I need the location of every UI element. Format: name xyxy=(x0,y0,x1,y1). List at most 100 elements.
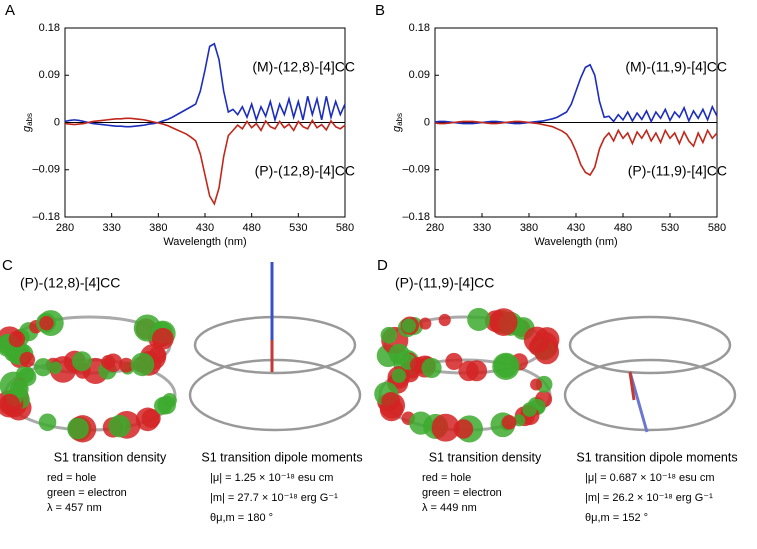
panel-label: C xyxy=(2,257,13,274)
y-tick-label: –0.18 xyxy=(32,211,60,223)
x-tick-label: 380 xyxy=(520,222,538,234)
ring-outline xyxy=(563,358,737,432)
orbital-lobe xyxy=(409,411,433,435)
density-title: S1 transition density xyxy=(54,450,167,464)
y-axis-label-main: g xyxy=(391,125,403,132)
orbital-lobe xyxy=(431,413,460,442)
x-tick-label: 280 xyxy=(56,222,74,234)
y-tick-label: 0.09 xyxy=(409,69,430,81)
orbital-lobe xyxy=(39,315,54,331)
orbital-lobe xyxy=(453,419,474,439)
orbital-lobe xyxy=(501,414,517,430)
x-tick-label: 530 xyxy=(289,222,307,234)
orbital-lobe xyxy=(489,308,518,336)
dipole-title: S1 transition dipole moments xyxy=(576,450,737,464)
density-line: red = hole xyxy=(47,472,96,484)
y-axis-label: gabs xyxy=(391,113,404,132)
x-tick-label: 330 xyxy=(102,222,120,234)
orbital-lobe xyxy=(467,307,491,332)
density-line: green = electron xyxy=(47,487,127,499)
dipole-line: |μ| = 0.687 × 10⁻¹⁸ esu cm xyxy=(585,472,715,484)
orbital-lobe xyxy=(49,361,62,374)
x-tick-label: 480 xyxy=(614,222,632,234)
y-tick-label: 0.18 xyxy=(409,22,430,34)
x-tick-label: 530 xyxy=(661,222,679,234)
orbital-lobe xyxy=(19,351,36,368)
y-tick-label: –0.09 xyxy=(32,164,60,176)
density-line: λ = 457 nm xyxy=(47,502,102,514)
ring-outline xyxy=(568,315,732,375)
y-axis-label-main: g xyxy=(21,125,33,132)
panel-label: D xyxy=(377,257,388,274)
orbital-lobe xyxy=(522,402,537,417)
y-axis-label-sub: abs xyxy=(395,113,404,126)
x-tick-label: 330 xyxy=(473,222,491,234)
orbital-lobe xyxy=(466,360,488,382)
orbital-lobe xyxy=(8,330,26,348)
orbital-lobe xyxy=(492,352,520,380)
density-line: red = hole xyxy=(422,472,471,484)
y-tick-label: –0.18 xyxy=(402,211,430,223)
density-title: S1 transition density xyxy=(429,450,542,464)
y-tick-label: 0 xyxy=(424,116,430,128)
legend-label: (P)-(12,8)-[4]CC xyxy=(255,163,355,179)
y-tick-label: 0.09 xyxy=(39,69,60,81)
orbital-lobe xyxy=(445,352,463,370)
x-tick-label: 430 xyxy=(567,222,585,234)
dipole-line: |μ| = 1.25 × 10⁻¹⁸ esu cm xyxy=(210,472,333,484)
series-line xyxy=(64,117,346,206)
x-axis-label: Wavelength (nm) xyxy=(534,236,617,248)
orbital-lobe xyxy=(151,327,174,350)
x-axis-label: Wavelength (nm) xyxy=(163,236,246,248)
series-line xyxy=(434,120,718,177)
orbital-lobe xyxy=(38,413,57,432)
legend-label: (M)-(12,8)-[4]CC xyxy=(252,59,355,75)
orbital-lobe xyxy=(0,371,28,400)
y-tick-label: 0.18 xyxy=(39,22,60,34)
x-tick-label: 430 xyxy=(196,222,214,234)
x-tick-label: 580 xyxy=(336,222,354,234)
orbital-lobe xyxy=(118,357,134,373)
dipole-line: θμ,m = 152 ° xyxy=(585,512,648,524)
x-tick-label: 380 xyxy=(149,222,167,234)
legend-label: (P)-(11,9)-[4]CC xyxy=(628,163,727,179)
dipole-line: |m| = 26.2 × 10⁻¹⁸ erg G⁻¹ xyxy=(585,492,713,504)
orbital-lobe xyxy=(391,368,406,383)
ring-outline xyxy=(193,315,357,375)
panel-title: (P)-(11,9)-[4]CC xyxy=(395,275,494,291)
y-tick-label: –0.09 xyxy=(402,164,430,176)
panel-label: A xyxy=(5,2,15,19)
panel-title: (P)-(12,8)-[4]CC xyxy=(20,275,120,291)
panel-label: B xyxy=(375,2,385,19)
dipole-line: θμ,m = 180 ° xyxy=(210,512,273,524)
orbital-lobe xyxy=(530,378,543,391)
density-line: λ = 449 nm xyxy=(422,502,477,514)
orbital-lobe xyxy=(401,318,416,333)
orbital-lobe xyxy=(438,313,451,327)
y-axis-label: gabs xyxy=(21,113,34,132)
orbital-lobe xyxy=(108,414,131,438)
orbital-lobe xyxy=(419,317,432,330)
x-tick-label: 480 xyxy=(242,222,260,234)
dipole-vector xyxy=(628,371,636,401)
x-tick-label: 280 xyxy=(426,222,444,234)
orbital-lobe xyxy=(0,393,21,415)
density-line: green = electron xyxy=(422,487,502,499)
orbital-lobe xyxy=(71,351,92,372)
legend-label: (M)-(11,9)-[4]CC xyxy=(625,59,727,75)
x-tick-label: 580 xyxy=(708,222,726,234)
orbital-lobe xyxy=(381,392,401,412)
y-axis-label-sub: abs xyxy=(25,113,34,126)
orbital-lobe xyxy=(154,396,172,415)
orbital-lobe xyxy=(534,339,560,365)
dipole-line: |m| = 27.7 × 10⁻¹⁸ erg G⁻¹ xyxy=(210,492,338,504)
orbital-lobe xyxy=(130,352,155,377)
orbital-lobe xyxy=(135,407,160,432)
orbital-lobe xyxy=(103,353,123,373)
orbital-lobe xyxy=(67,417,89,440)
orbital-lobe xyxy=(380,326,398,344)
dipole-title: S1 transition dipole moments xyxy=(201,450,362,464)
orbital-lobe xyxy=(421,357,442,379)
ring-outline xyxy=(188,358,362,432)
